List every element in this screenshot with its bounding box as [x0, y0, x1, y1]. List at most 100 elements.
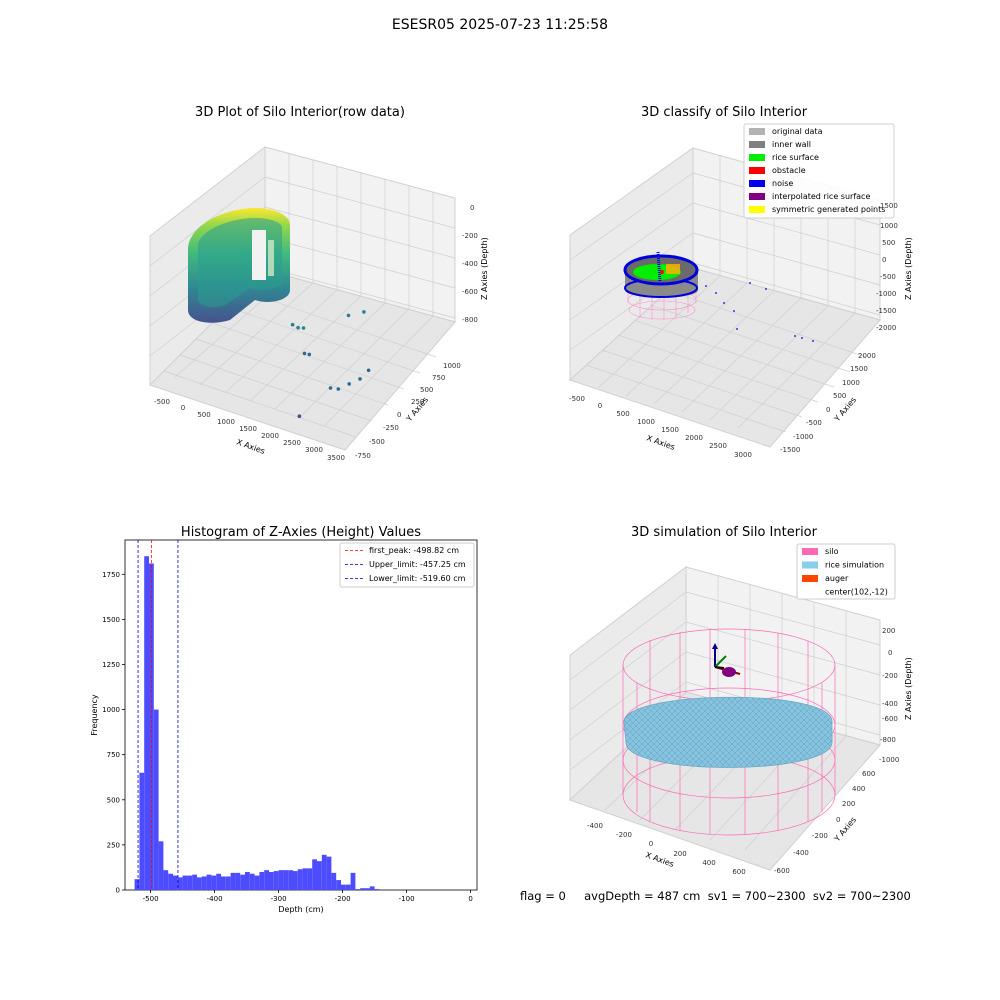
noise-point: [765, 288, 767, 290]
histogram-bar: [369, 886, 375, 890]
x-tick-label: 0: [468, 895, 472, 903]
data-point: [296, 325, 300, 330]
panel1-xtick: 3500: [327, 454, 345, 462]
histogram-bar: [163, 870, 169, 890]
panel2-ztick: -1500: [876, 307, 896, 315]
data-point: [347, 382, 352, 386]
panel1-xtick: 3000: [305, 446, 323, 454]
noise-point: [736, 328, 738, 330]
panel1-silo-wall-points: [188, 208, 290, 323]
panel2-ztick: 0: [882, 256, 886, 264]
legend-label: original data: [772, 127, 823, 136]
panel1-xlabel: X Axies: [235, 437, 266, 456]
status-footer: flag = 0 avgDepth = 487 cm sv1 = 700~230…: [520, 889, 911, 903]
histogram-bar: [264, 870, 269, 890]
noise-point: [723, 302, 725, 304]
histogram-bar: [355, 889, 361, 890]
legend-swatch: [749, 206, 765, 213]
panel4-ztick: -1000: [879, 756, 899, 764]
panel2-silo-classified: [623, 251, 699, 320]
legend-swatch: [802, 561, 818, 569]
panel2-ztick: -2000: [876, 324, 896, 332]
panel2-ytick: 500: [833, 392, 846, 400]
panel-histogram: Histogram of Z-Axies (Height) Values 0 25…: [90, 525, 478, 914]
panel2-xtick: 1000: [637, 418, 655, 426]
legend-swatch: [749, 193, 765, 200]
panel2-xtick: 3000: [734, 451, 752, 459]
histogram-bar: [230, 872, 236, 890]
x-tick-label: -100: [399, 895, 415, 903]
noise-point: [801, 337, 803, 339]
noise-point: [715, 292, 717, 294]
histogram-bar: [326, 856, 332, 890]
legend-label: obstacle: [772, 166, 806, 175]
histogram-bar: [240, 874, 245, 890]
panel1-xtick: 0: [181, 404, 185, 412]
histogram-bar: [312, 859, 317, 890]
panel3-plot-area: [124, 539, 478, 891]
histogram-bar: [297, 869, 303, 890]
panel4-ztick: -800: [880, 736, 896, 744]
panel4-ytick: 600: [862, 770, 875, 778]
panel4-gridlines: [569, 576, 881, 851]
y-tick-label: 500: [107, 796, 120, 804]
panel2-ytick: 1000: [842, 379, 860, 387]
data-point: [297, 414, 302, 419]
histogram-bar: [158, 841, 164, 890]
panel1-ztick: -600: [462, 288, 478, 296]
panel4-ztick: -200: [882, 672, 898, 680]
panel2-noise-points: [705, 282, 814, 342]
histogram-bar: [153, 709, 159, 890]
legend-label: first_peak: -498.82 cm: [369, 546, 459, 555]
panel4-ytick: 0: [836, 816, 840, 824]
noise-point: [705, 285, 707, 287]
data-point: [302, 351, 307, 356]
panel2-xtick: 500: [616, 410, 629, 418]
legend-label: auger: [825, 574, 849, 583]
legend-label: Upper_limit: -457.25 cm: [369, 560, 466, 569]
panel2-xtick: -500: [569, 395, 585, 403]
panel4-rice-surface: [623, 696, 833, 768]
data-point: [328, 386, 333, 390]
y-tick-label: 1250: [102, 661, 120, 669]
panel4-ytick: -600: [774, 867, 790, 875]
panel4-z-ticks: -1000 -800 -600 -400 -200 0 200: [879, 627, 899, 764]
panel2-z-ticks: -2000 -1500 -1000 -500 0 500 1000 1500: [876, 202, 898, 332]
x-tick-label: -300: [271, 895, 287, 903]
y-tick-label: 0: [116, 887, 120, 895]
panel4-title: 3D simulation of Silo Interior: [631, 525, 818, 540]
y-tick-label: 1000: [102, 706, 120, 714]
histogram-bar: [144, 556, 149, 890]
histogram-bar: [302, 868, 308, 890]
legend-swatch: [749, 141, 765, 148]
panel1-outlier-points: [290, 310, 371, 419]
histogram-bar: [345, 884, 351, 890]
histogram-bar: [192, 874, 197, 890]
panel3-legend: first_peak: -498.82 cm Upper_limit: -457.…: [339, 542, 475, 588]
legend-label: inner wall: [772, 140, 811, 149]
legend-swatch: [749, 128, 765, 135]
histogram-bar: [182, 875, 188, 890]
legend-swatch: [802, 575, 818, 582]
panel4-xtick: 600: [732, 868, 745, 876]
histogram-bar: [168, 873, 173, 890]
panel2-xlabel: X Axies: [645, 433, 676, 452]
panel2-ytick: -500: [806, 419, 822, 427]
x-tick-label: -500: [143, 895, 159, 903]
panel4-legend: silo rice simulation auger center(102,-12): [796, 543, 896, 600]
data-point: [307, 352, 312, 357]
panel2-ytick: -1000: [793, 433, 813, 441]
histogram-bar: [283, 870, 289, 890]
panel4-xtick: -200: [616, 831, 632, 839]
panel3-x-ticks: -500 -400 -300 -200 -100 0: [143, 890, 473, 903]
y-tick-label: 250: [107, 841, 120, 849]
histogram-bar: [216, 873, 221, 890]
histogram-bar: [187, 875, 193, 890]
noise-point: [749, 282, 751, 284]
panel-simulation-3d: 3D simulation of Silo Interior: [569, 525, 913, 876]
panel1-ztick: -200: [462, 232, 478, 240]
histogram-bar: [134, 879, 140, 890]
histogram-bar: [259, 871, 265, 890]
panel3-title: Histogram of Z-Axies (Height) Values: [181, 525, 421, 540]
panel4-ztick: -400: [882, 700, 898, 708]
